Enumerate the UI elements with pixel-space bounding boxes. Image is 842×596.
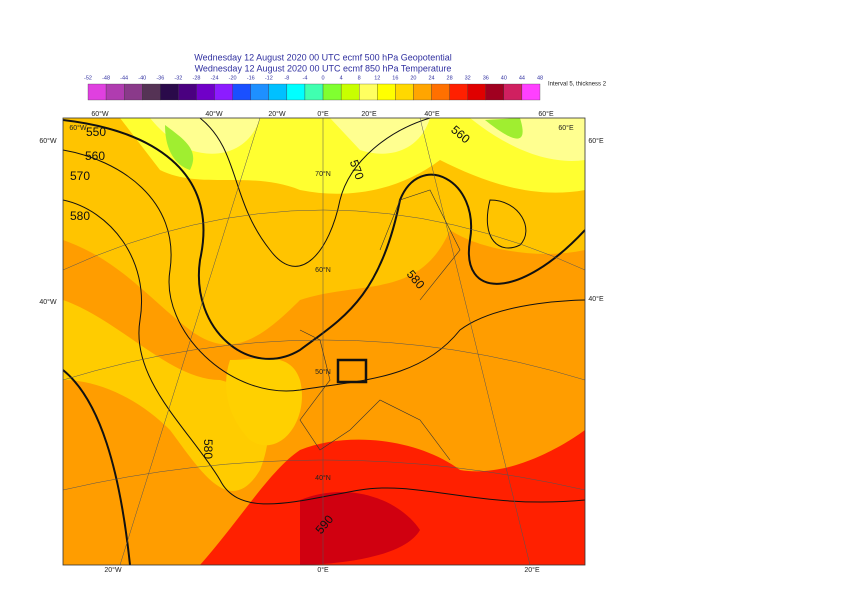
lon-label: 0°E — [317, 566, 329, 574]
colorbar-swatch — [413, 83, 432, 101]
lon-label: 40°W — [205, 110, 223, 118]
colorbar-label: 48 — [537, 75, 543, 81]
colorbar-swatch — [431, 83, 450, 101]
lat-label: 40°N — [315, 474, 331, 482]
colorbar-swatch — [340, 83, 360, 101]
colorbar-swatch — [268, 83, 288, 101]
colorbar-swatch — [286, 83, 306, 101]
colorbar-swatch — [377, 83, 396, 101]
colorbar-swatch — [142, 83, 161, 101]
colorbar-label: -44 — [120, 75, 128, 81]
colorbar-swatch — [449, 83, 468, 101]
map-frame — [62, 117, 586, 566]
colorbar-label: -20 — [229, 75, 237, 81]
lon-label: 20°E — [524, 566, 540, 574]
colorbar-swatch — [214, 83, 233, 101]
corner-label: 60°E — [558, 124, 574, 132]
colorbar-swatch — [105, 83, 125, 101]
colorbar-swatch — [304, 83, 324, 101]
colorbar-label: 36 — [483, 75, 489, 81]
lon-label: 20°W — [104, 566, 122, 574]
lon-label: 20°E — [361, 110, 377, 118]
colorbar-label: -16 — [247, 75, 255, 81]
colorbar-label: 20 — [410, 75, 416, 81]
colorbar-swatch — [160, 83, 179, 101]
colorbar-label: -8 — [284, 75, 289, 81]
colorbar-label: 12 — [374, 75, 380, 81]
colorbar-label: 32 — [465, 75, 471, 81]
colorbar-label: 4 — [340, 75, 343, 81]
lat-label: 60°W — [39, 137, 57, 145]
colorbar-label: 44 — [519, 75, 525, 81]
lat-label: 50°N — [315, 368, 331, 376]
contour-label: 570 — [70, 169, 90, 183]
contour-label: 580 — [201, 439, 215, 459]
colorbar-swatch — [359, 83, 378, 101]
colorbar-label: -24 — [211, 75, 219, 81]
colorbar-label: -40 — [138, 75, 146, 81]
colorbar-swatch — [124, 83, 143, 101]
corner-label: 60°W — [69, 124, 87, 132]
colorbar-label: 40 — [501, 75, 507, 81]
colorbar-swatch — [178, 83, 197, 101]
lon-label: 0°E — [317, 110, 329, 118]
colorbar-label: -4 — [303, 75, 308, 81]
contour-label: 570 — [347, 158, 367, 182]
colorbar-label: -12 — [265, 75, 273, 81]
colorbar-label: 24 — [428, 75, 434, 81]
colorbar-swatch — [196, 83, 215, 101]
colorbar-label: -32 — [174, 75, 182, 81]
title-line: Wednesday 12 August 2020 00 UTC ecmf 850… — [195, 63, 452, 73]
colorbar-swatch — [503, 83, 523, 101]
lat-label: 60°N — [315, 266, 331, 274]
title-line: Wednesday 12 August 2020 00 UTC ecmf 500… — [194, 52, 452, 62]
colorbar-swatch — [521, 83, 541, 101]
colorbar-swatch — [395, 83, 414, 101]
colorbar-label: 28 — [447, 75, 453, 81]
colorbar-note: Interval 5, thickness 2 — [548, 82, 607, 88]
map-field — [63, 118, 585, 565]
colorbar-label: 8 — [358, 75, 361, 81]
colorbar-label: 0 — [322, 75, 325, 81]
colorbar-swatch — [485, 83, 504, 101]
lon-label: 60°W — [91, 110, 109, 118]
colorbar-label: -48 — [102, 75, 110, 81]
contour-label: 550 — [86, 125, 106, 139]
colorbar-label: -36 — [156, 75, 164, 81]
colorbar-label: -28 — [193, 75, 201, 81]
lon-label: 40°E — [424, 110, 440, 118]
colorbar-swatch — [467, 83, 486, 101]
contour-label: 560 — [85, 149, 105, 163]
lon-label: 20°W — [268, 110, 286, 118]
lat-label: 40°E — [588, 295, 604, 303]
lat-label: 40°W — [39, 298, 57, 306]
colorbar-swatch — [250, 83, 269, 101]
lat-label: 60°E — [588, 137, 604, 145]
colorbar-label: -52 — [84, 75, 92, 81]
colorbar-swatch — [322, 83, 342, 101]
lat-label: 70°N — [315, 170, 331, 178]
lon-label: 60°E — [538, 110, 554, 118]
colorbar-label: 16 — [392, 75, 398, 81]
colorbar-swatch — [232, 83, 251, 101]
contour-label: 580 — [70, 209, 90, 223]
colorbar-swatch — [87, 83, 107, 101]
